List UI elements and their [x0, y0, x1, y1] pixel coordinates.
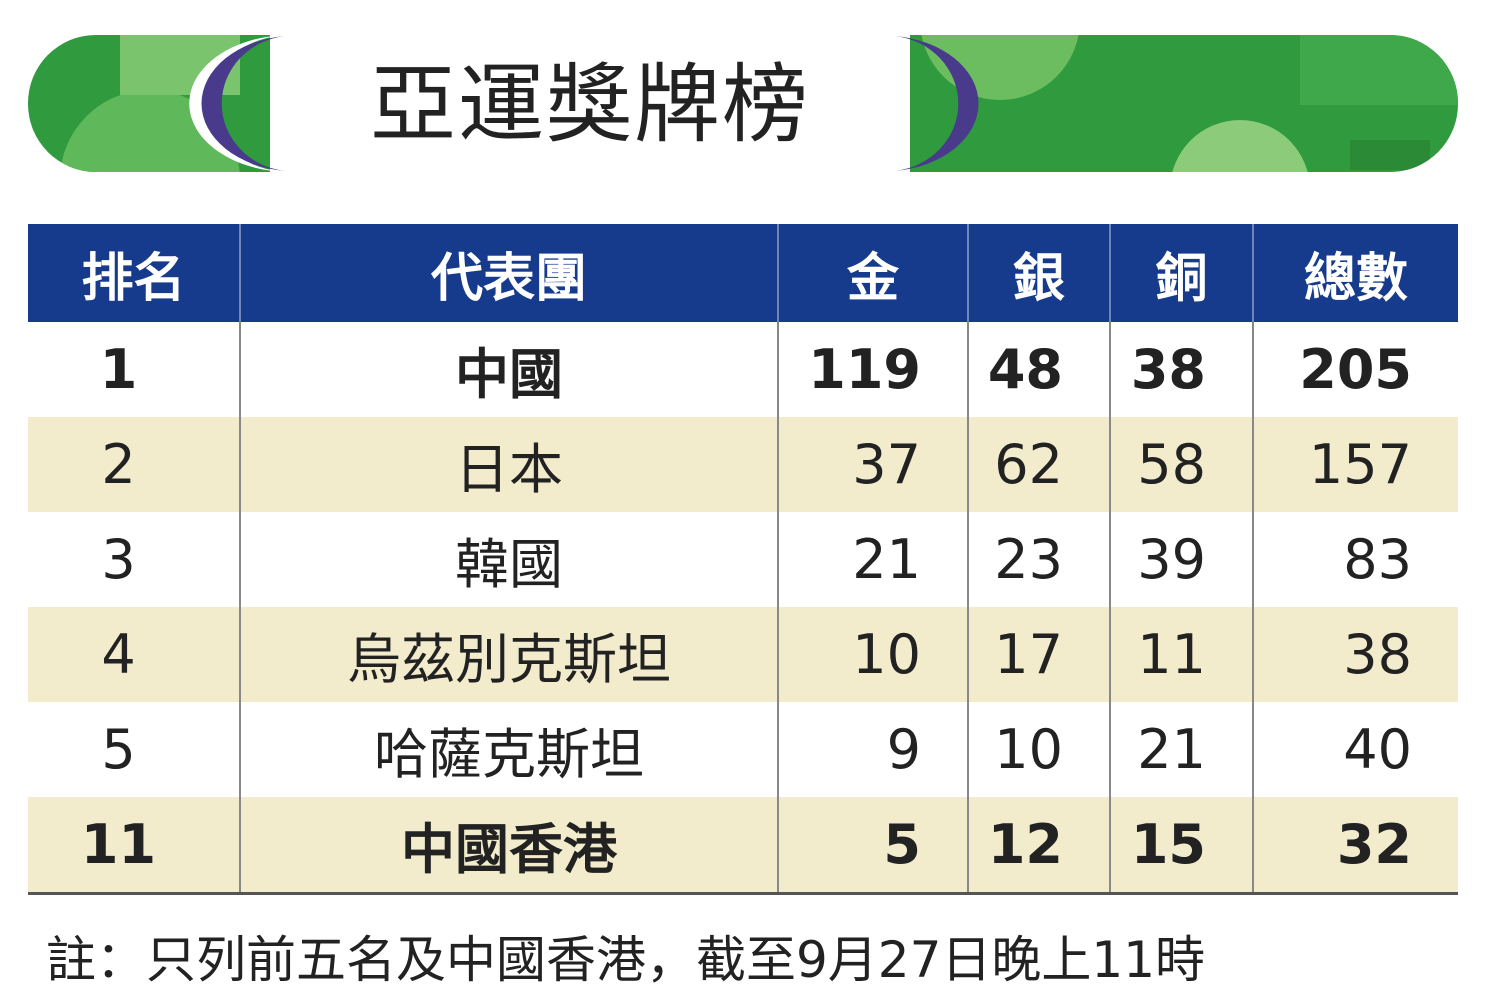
team-cell: 韓國: [239, 512, 778, 607]
column-header: 銀: [967, 224, 1110, 322]
number-cell: 4: [28, 607, 240, 702]
number-cell: 17: [967, 607, 1110, 702]
title-banner: [28, 35, 1458, 172]
number-cell: 9: [777, 702, 968, 797]
table-row: 5 哈薩克斯坦 9 10 21 40: [28, 702, 1458, 797]
number-cell: 15: [1109, 797, 1253, 895]
number-cell: 12: [967, 797, 1110, 895]
number-cell: 38: [1109, 322, 1253, 417]
team-cell: 中國: [239, 322, 778, 417]
number-cell: 40: [1252, 702, 1458, 797]
medal-table: 排名 代表團金銀銅總數 1 中國 119 48 38 205 2 日本 37 62 58 157 3 韓國 2…: [28, 224, 1458, 895]
number-cell: 39: [1109, 512, 1253, 607]
number-cell: 48: [967, 322, 1110, 417]
team-cell: 烏茲別克斯坦: [239, 607, 778, 702]
note: 註：只列前五名及中國香港，截至9月27日晚上11時: [46, 931, 1206, 989]
number-cell: 5: [777, 797, 968, 895]
number-cell: 83: [1252, 512, 1458, 607]
table-row: 4 烏茲別克斯坦 10 17 11 38: [28, 607, 1458, 702]
number-cell: 119: [777, 322, 968, 417]
column-header: 代表團: [239, 224, 778, 322]
title: 亞運獎牌榜: [370, 55, 810, 155]
number-cell: 11: [1109, 607, 1253, 702]
column-header: 總數: [1252, 224, 1458, 322]
number-cell: 37: [777, 417, 968, 512]
number-cell: 157: [1252, 417, 1458, 512]
column-header: 金: [777, 224, 968, 322]
column-header: 排名: [28, 224, 240, 322]
table-row: 2 日本 37 62 58 157: [28, 417, 1458, 512]
team-cell: 日本: [239, 417, 778, 512]
number-cell: 58: [1109, 417, 1253, 512]
number-cell: 1: [99, 338, 138, 401]
table-row: 1 中國 119 48 38 205: [28, 322, 1458, 417]
number-cell: 21: [777, 512, 968, 607]
header-row: 排名 代表團金銀銅總數: [28, 224, 1458, 322]
number-cell: 5: [101, 718, 136, 781]
number-cell: 62: [967, 417, 1110, 512]
table-row: 3 韓國 21 23 39 83: [28, 512, 1458, 607]
team-cell: 中國香港: [239, 797, 778, 895]
number-cell: 32: [1252, 797, 1458, 895]
number-cell: 23: [967, 512, 1110, 607]
number-cell: 10: [967, 702, 1110, 797]
table-row: 11 中國香港 5 12 15 32: [28, 797, 1458, 895]
number-cell: 2: [28, 417, 240, 512]
team-cell: 哈薩克斯坦: [239, 702, 778, 797]
number-cell: 205: [1252, 322, 1458, 417]
column-header: 銅: [1109, 224, 1253, 322]
number-cell: 38: [1252, 607, 1458, 702]
number-cell: 3: [101, 528, 136, 591]
number-cell: 10: [777, 607, 968, 702]
number-cell: 11: [28, 797, 240, 895]
number-cell: 21: [1109, 702, 1253, 797]
